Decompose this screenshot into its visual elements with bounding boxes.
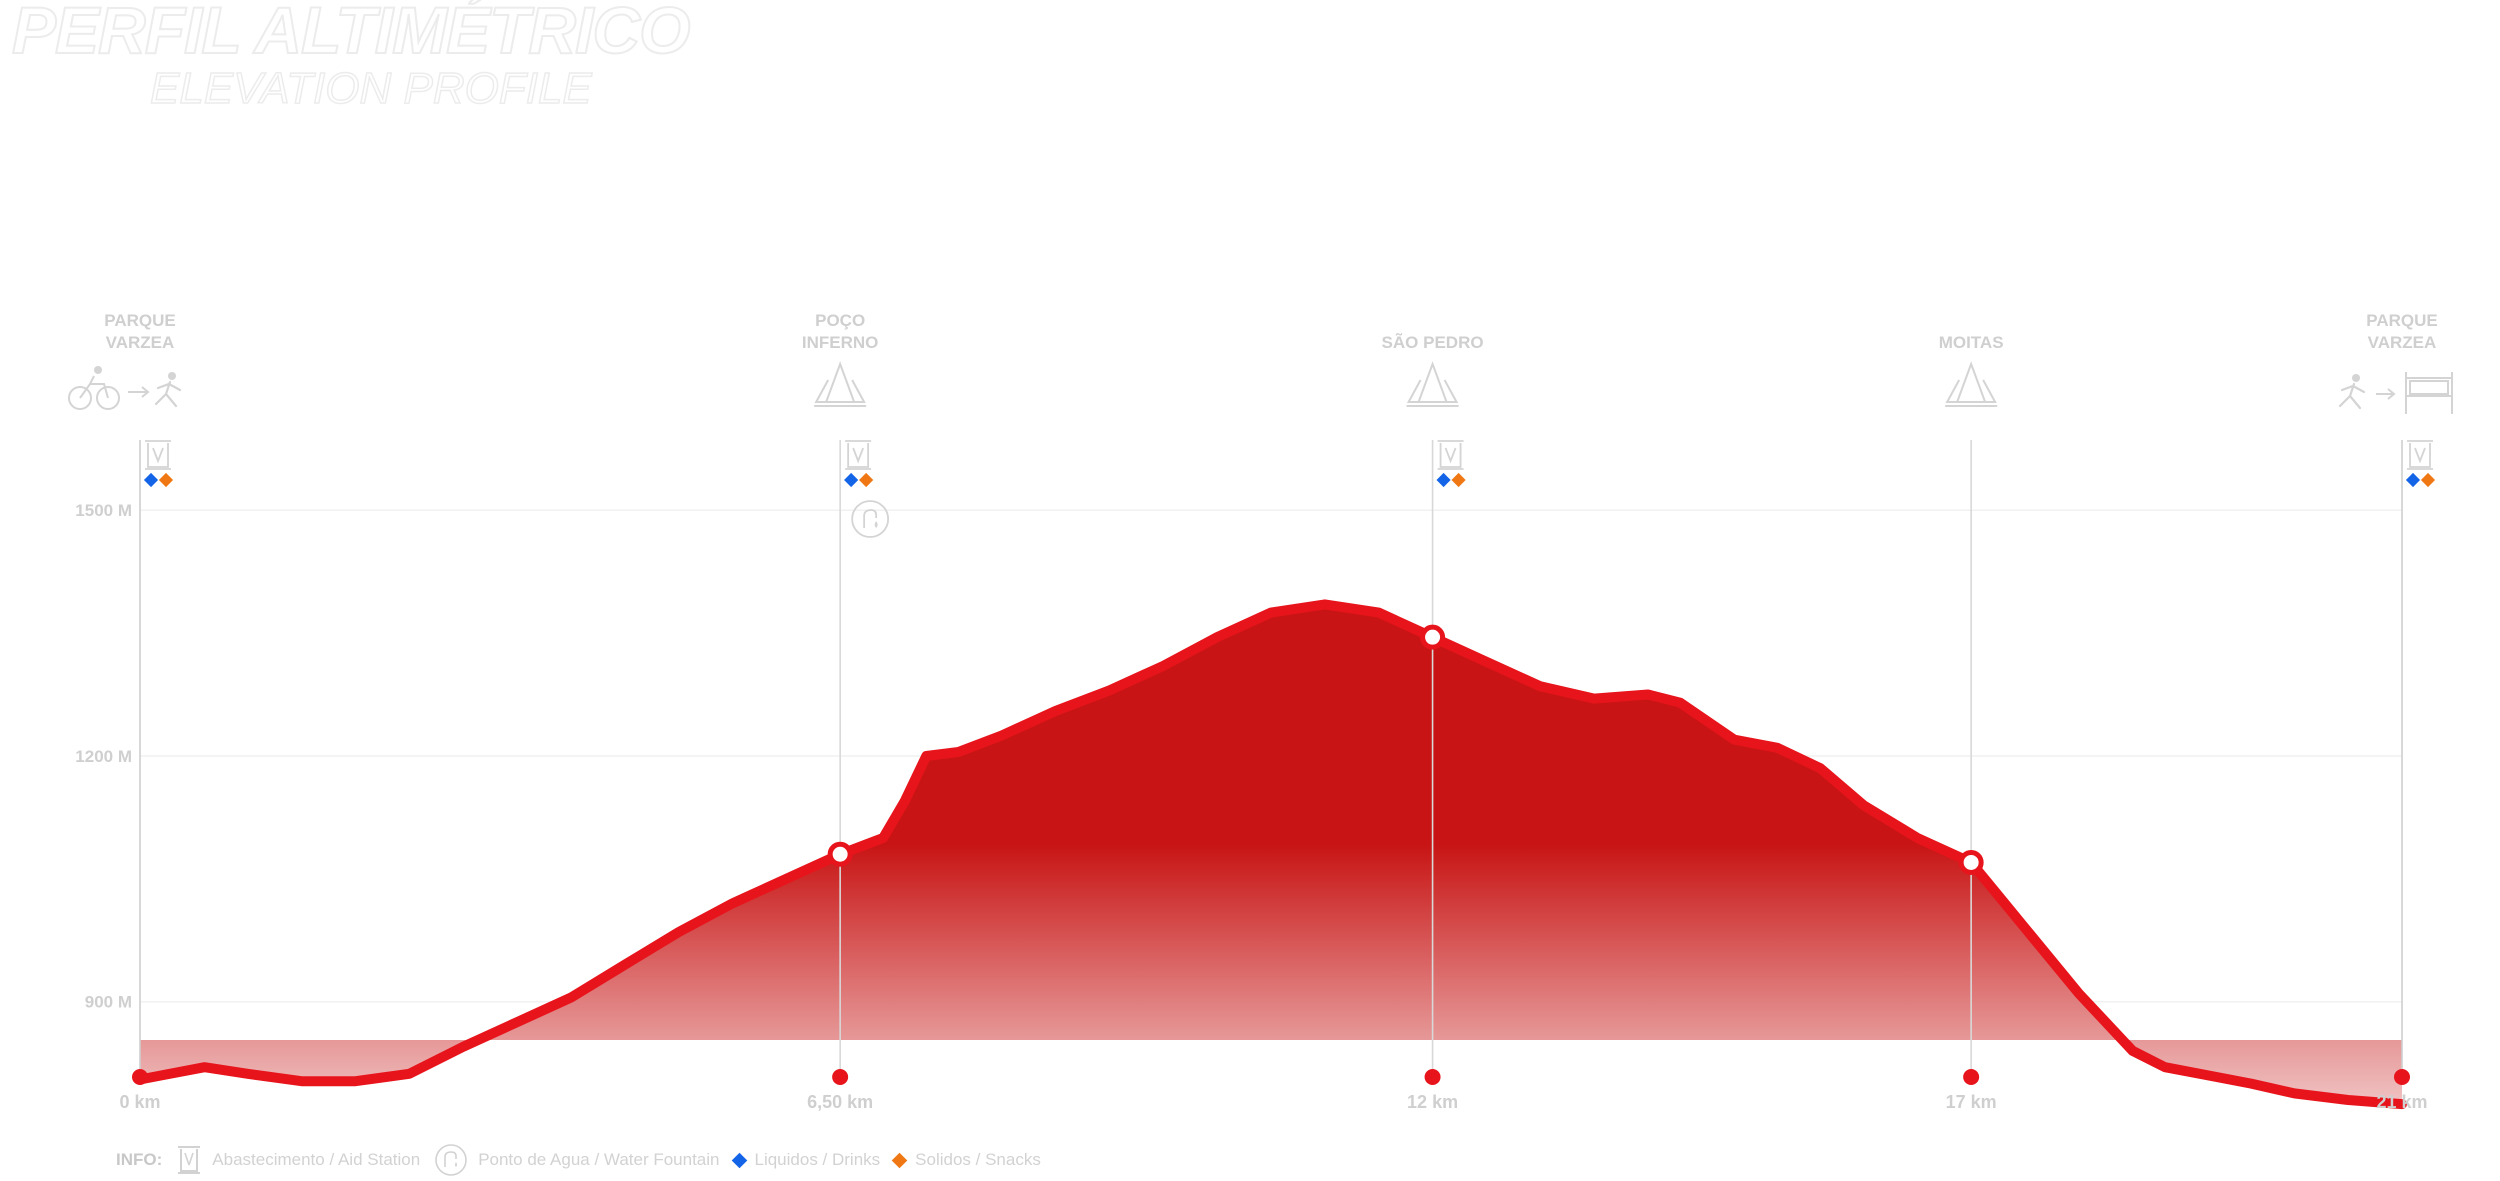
aid-station-icon <box>845 440 872 470</box>
checkpoint-dot <box>1424 1069 1441 1085</box>
checkpoint-name: MOITAS <box>1939 333 2004 352</box>
checkpoint-name: VARZEA <box>2368 333 2437 352</box>
legend-solids-label: Solidos / Snacks <box>915 1150 1041 1169</box>
solids-diamond-icon <box>891 1152 908 1168</box>
checkpoint-name: INFERNO <box>802 333 879 352</box>
legend-water-fountain-label: Ponto de Agua / Water Fountain <box>478 1150 720 1169</box>
checkpoint-dot <box>2394 1069 2410 1085</box>
solids-diamond-icon <box>2420 472 2436 488</box>
forest-icon <box>1945 361 1998 407</box>
checkpoint: 12 km SÃO PEDRO <box>1382 332 1484 1112</box>
aid-station-icon <box>145 440 171 470</box>
y-tick-label: 1200 M <box>75 747 132 766</box>
water-fountain-icon <box>851 500 890 538</box>
elevation-area <box>140 604 2402 1105</box>
checkpoint: 17 km MOITAS <box>1939 333 2004 1112</box>
distance-label: 12 km <box>1407 1092 1458 1112</box>
legend-aid-station-label: Abastecimento / Aid Station <box>212 1150 421 1169</box>
chart-subtitle: ELEVATION PROFILE <box>149 63 592 114</box>
liquids-diamond-icon <box>844 472 859 488</box>
water-fountain-icon <box>435 1144 467 1176</box>
legend-title: INFO: <box>116 1150 163 1169</box>
chart-title: PERFIL ALTIMÉTRICO <box>11 0 691 68</box>
checkpoint-name: POÇO <box>815 311 865 330</box>
aid-station-icon <box>1437 440 1464 470</box>
forest-icon <box>814 361 867 407</box>
checkpoint-dot <box>832 1069 849 1085</box>
liquids-diamond-icon <box>143 472 159 488</box>
legend-liquids: Liquidos / Drinks <box>731 1150 881 1170</box>
checkpoint-dot <box>1963 1069 1980 1085</box>
checkpoint-layer: 0 km PARQUE VARZEA 6,50 km POÇO INFERNO 12 km S… <box>68 311 2453 1112</box>
area-layer <box>135 599 2407 1110</box>
checkpoint-name: VARZEA <box>106 333 175 352</box>
checkpoint-marker <box>827 841 853 867</box>
distance-label: 6,50 km <box>807 1092 873 1112</box>
distance-label: 0 km <box>119 1092 160 1112</box>
checkpoint: 0 km PARQUE VARZEA <box>68 311 182 1112</box>
liquids-diamond-icon <box>731 1152 747 1168</box>
legend-water-fountain: Ponto de Agua / Water Fountain <box>434 1143 720 1177</box>
y-tick-label: 900 M <box>85 993 132 1012</box>
checkpoint: 21 km PARQUE VARZEA <box>2338 311 2453 1112</box>
solids-diamond-icon <box>859 472 874 488</box>
checkpoint-dot <box>132 1069 148 1085</box>
bike-to-run-icon <box>68 366 182 410</box>
forest-icon <box>1406 361 1459 407</box>
liquids-diamond-icon <box>2405 472 2421 488</box>
solids-diamond-icon <box>1451 472 1466 488</box>
legend-liquids-label: Liquidos / Drinks <box>754 1150 881 1169</box>
run-to-finish-icon <box>2338 372 2453 414</box>
liquids-diamond-icon <box>1436 472 1451 488</box>
legend: INFO: Abastecimento / Aid Station Ponto … <box>116 1143 1041 1177</box>
checkpoint-name: SÃO PEDRO <box>1382 332 1484 352</box>
legend-aid-station: Abastecimento / Aid Station <box>176 1145 420 1175</box>
elevation-line <box>135 599 2407 1110</box>
aid-station-icon <box>2407 440 2433 470</box>
aid-station-icon <box>178 1146 201 1174</box>
checkpoint-marker <box>1420 624 1446 650</box>
checkpoint: 6,50 km POÇO INFERNO <box>802 311 890 1112</box>
y-tick-label: 1500 M <box>75 501 132 520</box>
distance-label: 21 km <box>2376 1092 2427 1112</box>
solids-diamond-icon <box>158 472 174 488</box>
distance-label: 17 km <box>1946 1092 1997 1112</box>
checkpoint-name: PARQUE <box>2366 311 2437 330</box>
checkpoint-name: PARQUE <box>104 311 175 330</box>
legend-solids: Solidos / Snacks <box>891 1150 1041 1170</box>
checkpoint-marker <box>1958 849 1984 875</box>
